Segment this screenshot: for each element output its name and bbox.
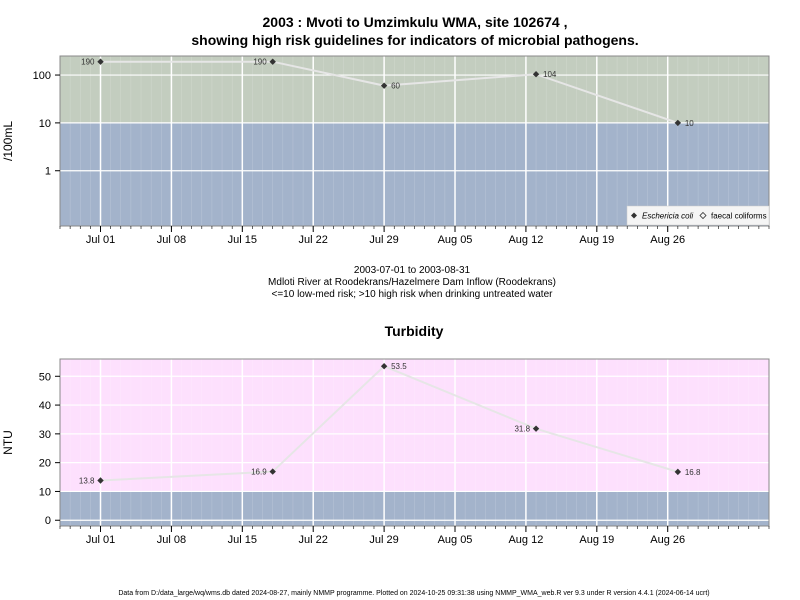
data-label: 10 (685, 119, 694, 128)
data-point (97, 477, 104, 484)
x-tick-label: Aug 12 (508, 234, 543, 246)
x-tick-label: Jul 29 (369, 234, 398, 246)
data-label: 104 (543, 70, 557, 79)
data-label: 31.8 (514, 425, 530, 434)
y-tick-label: 1 (45, 166, 51, 178)
data-label: 53.5 (391, 362, 407, 371)
x-tick-label: Aug 05 (438, 234, 473, 246)
micro-x-axis: Jul 01 Jul 08 Jul 15 Jul 22 Jul 29 Aug 05 Aug … (59, 226, 770, 246)
x-tick-label: Jul 01 (86, 534, 115, 546)
micro-gridlines (59, 56, 770, 226)
y-tick-label: 40 (39, 400, 51, 412)
x-tick-label: Jul 22 (299, 534, 328, 546)
footer-note: Data from D:/data_large/wq/wms.db dated … (118, 590, 709, 597)
y-tick-label: 20 (39, 458, 51, 470)
legend-ecoli-marker (631, 212, 637, 219)
y-tick-label: 0 (45, 515, 51, 527)
micro-data-labels: 190 190 60 104 10 (81, 58, 694, 128)
data-label: 13.8 (79, 477, 95, 486)
micro-legend: Eschericia coli faecal coliforms (626, 205, 770, 226)
data-point (532, 71, 540, 78)
legend-faecal-label: faecal coliforms (711, 212, 767, 221)
legend-ecoli-label: Eschericia coli (642, 212, 693, 221)
x-tick-label: Jul 01 (86, 234, 115, 246)
x-tick-label: Aug 19 (579, 534, 614, 546)
x-tick-label: Jul 29 (369, 534, 398, 546)
micro-data-points (97, 58, 682, 127)
x-tick-label: Jul 08 (157, 234, 186, 246)
data-point (674, 468, 682, 476)
y-tick-label: 50 (39, 371, 51, 383)
micro-chart-title: 2003 : Mvoti to Umzimkulu WMA, site 1026… (263, 14, 568, 30)
data-label: 60 (391, 82, 400, 91)
data-point (532, 425, 540, 432)
micro-y-axis: 1 10 100 (33, 70, 60, 178)
turbidity-plot-panel: 13.816.953.531.816.8 Jul 01 Jul 08 Jul 15 J… (1, 358, 770, 546)
x-tick-label: Aug 19 (579, 234, 614, 246)
turbidity-gridlines (59, 359, 770, 526)
turbidity-y-axis-label: NTU (1, 430, 15, 455)
micro-y-axis-label: /100mL (1, 121, 15, 161)
x-tick-label: Jul 15 (228, 234, 257, 246)
x-tick-label: Aug 12 (508, 534, 543, 546)
turbidity-chart-title: Turbidity (385, 323, 444, 339)
turbidity-y-axis: 0 10 20 30 40 50 (39, 371, 60, 527)
turbidity-x-axis: Jul 01 Jul 08 Jul 15 Jul 22 Jul 29 Aug 05 Aug … (59, 526, 770, 546)
data-point (269, 468, 276, 475)
y-tick-label: 30 (39, 429, 51, 441)
data-label: 16.9 (251, 468, 267, 477)
x-tick-label: Jul 22 (299, 234, 328, 246)
x-tick-label: Jul 08 (157, 534, 186, 546)
caption-risk-note: <=10 low-med risk; >10 high risk when dr… (272, 289, 554, 300)
data-point (380, 82, 388, 89)
x-tick-label: Aug 26 (650, 534, 685, 546)
legend-box (626, 205, 770, 226)
data-point (269, 58, 276, 65)
y-tick-label: 100 (33, 70, 51, 82)
data-label: 190 (253, 58, 267, 67)
data-label: 16.8 (685, 468, 701, 477)
data-point (674, 119, 682, 127)
caption-date-range: 2003-07-01 to 2003-08-31 (354, 265, 471, 276)
micro-chart-subtitle: showing high risk guidelines for indicat… (191, 32, 638, 48)
x-tick-label: Jul 15 (228, 534, 257, 546)
x-tick-label: Aug 26 (650, 234, 685, 246)
data-point (97, 58, 104, 65)
legend-faecal-marker (699, 211, 707, 220)
x-tick-label: Aug 05 (438, 534, 473, 546)
data-point (380, 362, 388, 370)
data-label: 190 (81, 58, 95, 67)
turbidity-data-labels: 13.8 16.9 53.5 31.8 16.8 (79, 362, 701, 485)
y-tick-label: 10 (39, 486, 51, 498)
caption-site-name: Mdloti River at Roodekrans/Hazelmere Dam… (268, 277, 556, 288)
turbidity-data-points (97, 362, 682, 484)
y-tick-label: 10 (39, 118, 51, 130)
